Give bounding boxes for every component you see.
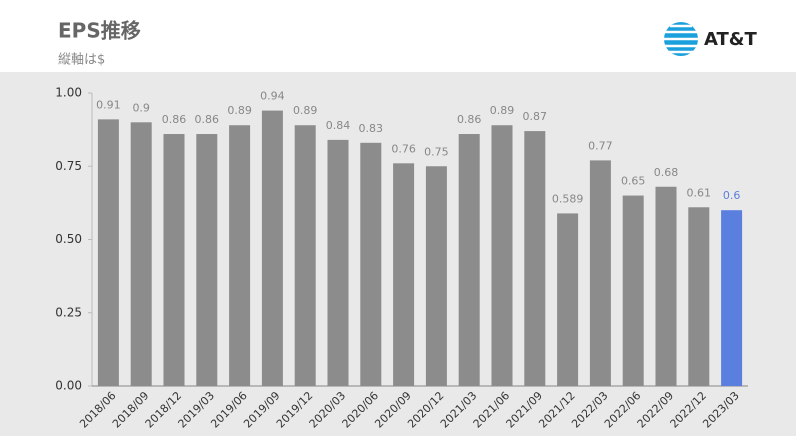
data-label: 0.9 xyxy=(132,101,150,114)
y-tick-label: 0.00 xyxy=(55,379,82,393)
data-label: 0.86 xyxy=(457,113,482,126)
bar xyxy=(294,125,316,386)
bar xyxy=(655,186,677,386)
bar xyxy=(557,213,579,386)
y-tick-label: 0.50 xyxy=(55,232,82,246)
data-label: 0.75 xyxy=(424,145,449,158)
logo-globe xyxy=(664,22,698,56)
data-label: 0.65 xyxy=(621,175,646,188)
bar xyxy=(491,125,513,386)
bar xyxy=(261,110,283,386)
y-tick-label: 0.25 xyxy=(55,305,82,319)
data-label: 0.86 xyxy=(162,113,187,126)
data-label: 0.84 xyxy=(326,119,351,132)
data-label: 0.91 xyxy=(96,98,121,111)
bar xyxy=(589,160,611,386)
data-label: 0.6 xyxy=(723,189,741,202)
data-label: 0.94 xyxy=(260,90,285,103)
y-tick-label: 0.75 xyxy=(55,159,82,173)
bar xyxy=(229,125,251,386)
chart-title: EPS推移 xyxy=(58,19,141,43)
bar xyxy=(360,142,382,386)
chart-subtitle: 縦軸は$ xyxy=(58,53,105,68)
data-label: 0.86 xyxy=(195,113,220,126)
data-label: 0.77 xyxy=(588,139,613,152)
data-label: 0.87 xyxy=(523,110,548,123)
data-label: 0.589 xyxy=(552,192,584,205)
data-label: 0.83 xyxy=(359,122,384,135)
data-label: 0.89 xyxy=(490,104,515,117)
data-label: 0.89 xyxy=(227,104,252,117)
data-label: 0.89 xyxy=(293,104,318,117)
bar xyxy=(97,119,119,387)
bar xyxy=(524,131,546,386)
bar xyxy=(721,210,743,386)
bar xyxy=(688,207,710,386)
logo-text: AT&T xyxy=(704,29,758,50)
bar xyxy=(425,166,447,386)
bar xyxy=(393,163,415,386)
y-tick-label: 1.00 xyxy=(55,86,82,100)
data-label: 0.68 xyxy=(654,166,679,179)
bar xyxy=(163,134,185,386)
bar xyxy=(130,122,152,387)
bar xyxy=(622,195,644,386)
data-label: 0.61 xyxy=(687,186,712,199)
bar xyxy=(196,134,218,386)
bar xyxy=(327,139,349,386)
data-label: 0.76 xyxy=(391,142,416,155)
bar xyxy=(458,134,480,386)
